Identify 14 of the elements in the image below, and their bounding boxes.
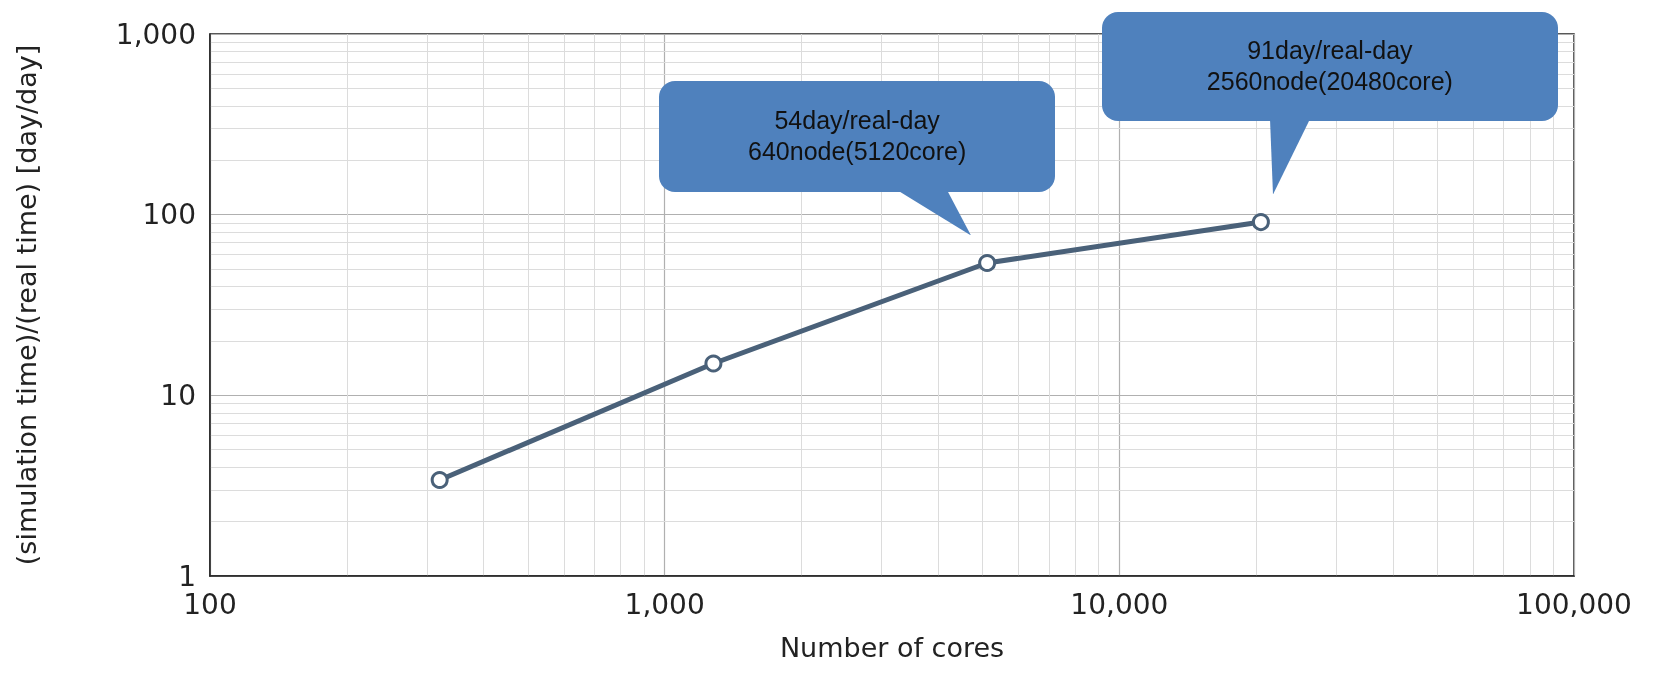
point bbox=[1251, 213, 1270, 232]
y-tick-label: 10 bbox=[160, 378, 196, 412]
x-tick-label: 10,000 bbox=[1070, 587, 1169, 621]
y-tick-label: 100 bbox=[142, 198, 196, 232]
x-tick-label: 1,000 bbox=[624, 587, 705, 621]
annotation: 91day/real-day 2560node(20480core) bbox=[1101, 11, 1558, 121]
x-tick-label: 100,000 bbox=[1516, 587, 1632, 621]
y-tick-label: 1,000 bbox=[115, 17, 196, 51]
point bbox=[704, 354, 723, 373]
point bbox=[978, 254, 997, 273]
y-axis-title: (simulation time)/(real time) [day/day] bbox=[11, 44, 42, 566]
x-axis-title: Number of cores bbox=[779, 632, 1005, 663]
point bbox=[430, 470, 449, 489]
annotation: 54day/real-day 640node(5120core) bbox=[659, 80, 1056, 192]
